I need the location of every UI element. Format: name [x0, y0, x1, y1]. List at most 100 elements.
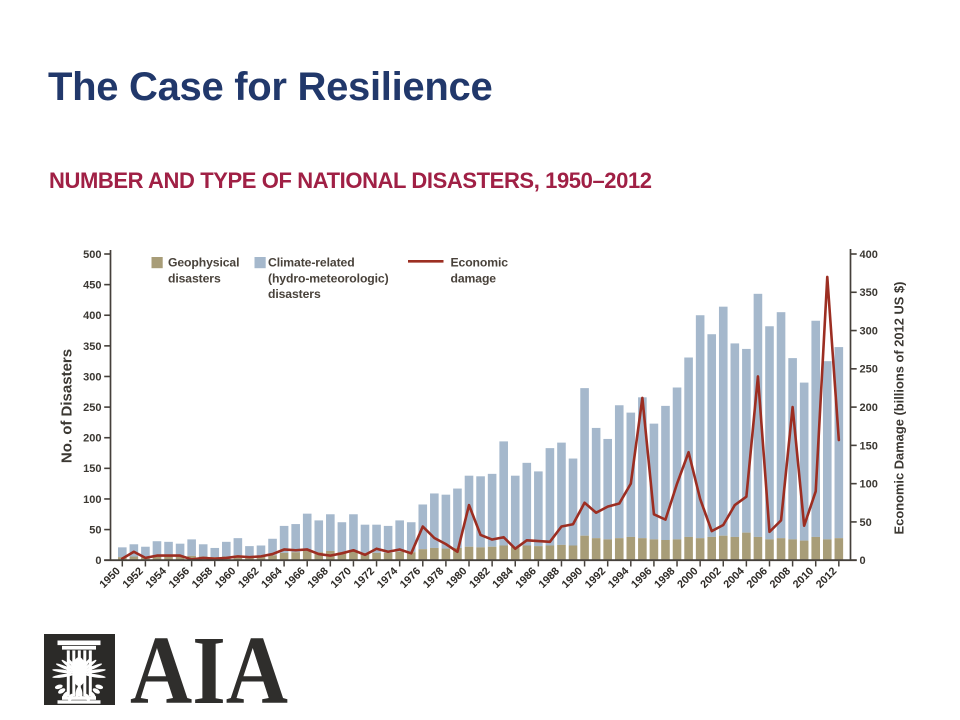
bar-climate-related — [256, 545, 266, 557]
bar-geophysical — [418, 549, 428, 561]
x-axis-year-label: 1964 — [259, 565, 284, 590]
bar-climate-related — [522, 462, 532, 546]
bar-climate-related — [591, 427, 601, 539]
bar-geophysical — [499, 545, 508, 561]
bar-climate-related — [441, 494, 451, 549]
bar-climate-related — [210, 547, 220, 558]
bar-geophysical — [372, 552, 381, 561]
x-axis-year-label: 2012 — [814, 565, 839, 590]
bar-climate-related — [510, 475, 520, 547]
bar-climate-related — [291, 524, 300, 553]
right-axis-tick-label: 250 — [860, 364, 878, 376]
bar-climate-related — [233, 538, 243, 556]
x-axis-year-label: 1976 — [398, 565, 423, 590]
bar-climate-related — [279, 525, 289, 553]
left-axis-title: No. of Disasters — [59, 349, 76, 463]
bar-climate-related — [383, 525, 393, 553]
right-axis-tick-label: 400 — [860, 249, 878, 261]
legend-label: Geophysical — [168, 256, 239, 270]
bar-climate-related — [499, 441, 508, 546]
x-axis-year-label: 1998 — [652, 565, 677, 590]
x-axis-year-label: 1954 — [144, 565, 169, 590]
x-axis-year-label: 1968 — [305, 565, 330, 590]
x-axis-year-label: 1962 — [236, 565, 261, 590]
bar-geophysical — [811, 536, 821, 561]
x-axis-year-label: 1978 — [421, 565, 446, 590]
x-axis-year-label: 1986 — [513, 565, 538, 590]
bar-geophysical — [753, 536, 763, 561]
x-axis-year-label: 1996 — [629, 565, 654, 590]
bar-climate-related — [557, 442, 566, 545]
bar-geophysical — [187, 555, 196, 561]
bar-geophysical — [661, 539, 670, 561]
bar-geophysical — [279, 552, 289, 561]
bar-climate-related — [141, 546, 150, 558]
bar-geophysical — [522, 545, 532, 561]
legend-label: disasters — [168, 271, 221, 285]
bar-climate-related — [337, 522, 347, 553]
bar-climate-related — [268, 538, 277, 556]
right-axis-tick-label: 0 — [860, 555, 866, 567]
bar-geophysical — [510, 546, 520, 561]
left-axis-tick-label: 500 — [83, 249, 101, 261]
legend-label: Economic — [451, 256, 509, 270]
right-axis-tick-label: 200 — [860, 402, 878, 414]
bar-geophysical — [765, 539, 774, 561]
bar-geophysical — [834, 538, 844, 561]
left-axis-tick-label: 0 — [95, 555, 101, 567]
legend-swatch-climate — [254, 257, 266, 269]
right-axis-tick-label: 50 — [860, 517, 872, 529]
bar-climate-related — [765, 326, 774, 540]
bar-climate-related — [742, 348, 751, 533]
bar-climate-related — [649, 423, 659, 540]
bar-geophysical — [349, 551, 358, 561]
bar-climate-related — [453, 488, 462, 548]
slide-subtitle: NUMBER AND TYPE OF NATIONAL DISASTERS, 1… — [49, 167, 652, 193]
bar-geophysical — [464, 546, 474, 561]
bar-climate-related — [349, 514, 358, 552]
bar-geophysical — [788, 539, 797, 561]
bar-climate-related — [487, 473, 497, 547]
bar-geophysical — [314, 552, 324, 561]
bar-geophysical — [568, 545, 578, 561]
bar-geophysical — [580, 535, 589, 561]
bar-geophysical — [302, 551, 312, 561]
bar-climate-related — [822, 361, 832, 540]
bar-geophysical — [360, 552, 370, 561]
left-axis-tick-label: 350 — [83, 341, 101, 353]
bar-geophysical — [487, 546, 497, 561]
bar-climate-related — [175, 543, 185, 557]
bar-geophysical — [776, 538, 786, 561]
bar-geophysical — [337, 552, 347, 561]
bar-climate-related — [834, 347, 844, 539]
legend-label: (hydro-meteorologic) — [268, 271, 389, 285]
bar-climate-related — [314, 520, 324, 553]
x-axis-year-label: 1974 — [375, 565, 400, 590]
bar-climate-related — [406, 522, 416, 553]
left-axis-tick-label: 400 — [83, 310, 101, 322]
bar-climate-related — [164, 541, 173, 557]
bar-geophysical — [614, 538, 624, 561]
bar-climate-related — [372, 524, 381, 553]
x-axis-year-label: 1982 — [467, 565, 492, 590]
bar-climate-related — [695, 315, 705, 539]
bar-geophysical — [742, 532, 751, 561]
right-axis-tick-label: 350 — [860, 287, 878, 299]
bar-geophysical — [626, 536, 636, 561]
bar-climate-related — [326, 514, 335, 552]
bar-climate-related — [198, 544, 208, 557]
bar-geophysical — [152, 555, 162, 561]
bar-geophysical — [649, 539, 659, 561]
left-axis-tick-label: 50 — [89, 524, 101, 536]
x-axis-year-label: 2008 — [768, 565, 793, 590]
bar-climate-related — [245, 546, 254, 557]
x-axis-year-label: 1970 — [328, 565, 353, 590]
bar-climate-related — [753, 293, 763, 537]
x-axis-year-label: 1956 — [167, 565, 192, 590]
bar-geophysical — [557, 544, 566, 561]
bar-climate-related — [580, 388, 589, 536]
left-axis-tick-label: 150 — [83, 463, 101, 475]
chart-plot-area: 0 50 100 150 200 250 300 350 400 450 500 0 50 100 150 2… — [59, 249, 907, 591]
x-axis-year-label: 1990 — [560, 565, 585, 590]
